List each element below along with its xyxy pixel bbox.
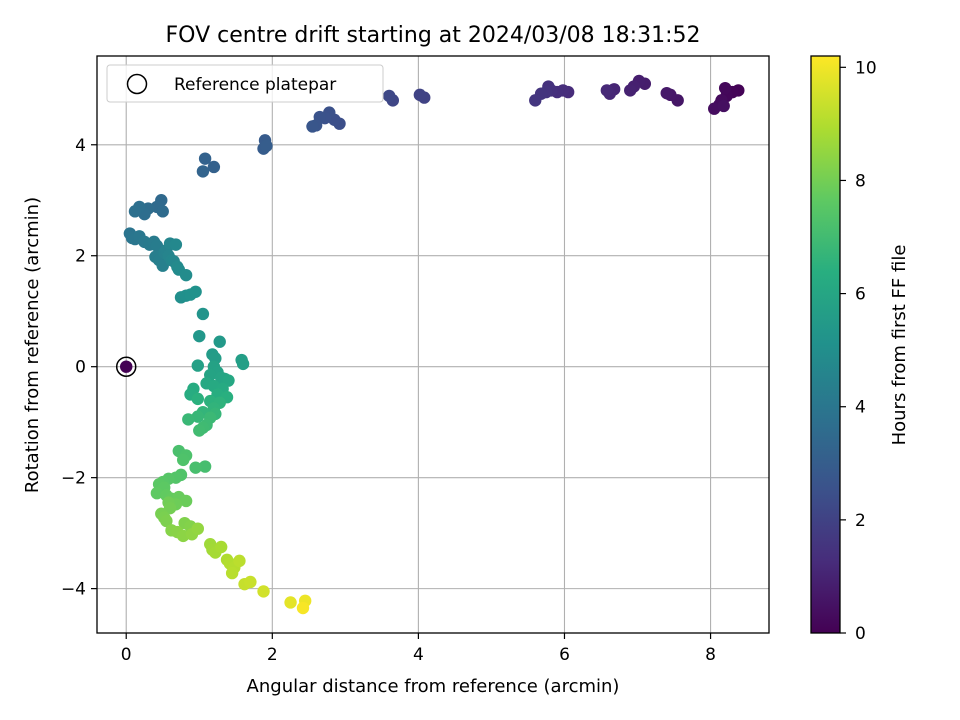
data-point xyxy=(179,494,193,508)
colorbar-ticks: 0 2 4 6 8 10 xyxy=(840,58,877,644)
data-point xyxy=(236,357,250,371)
x-tick-label: 6 xyxy=(559,645,570,665)
data-point xyxy=(193,424,206,437)
data-point xyxy=(198,460,212,473)
colorbar: 0 2 4 6 8 10 Hours from first FF file xyxy=(810,55,910,644)
data-point xyxy=(196,307,210,321)
data-point xyxy=(196,165,210,178)
data-point xyxy=(529,94,542,107)
data-point xyxy=(257,585,270,598)
x-axis-label: Angular distance from reference (arcmin) xyxy=(247,676,620,697)
data-point xyxy=(260,139,273,153)
y-tick-label: 0 xyxy=(75,358,86,378)
legend-box xyxy=(106,64,384,103)
data-point xyxy=(191,392,204,406)
data-point xyxy=(708,102,721,115)
data-point xyxy=(150,486,164,500)
colorbar-tick-label: 0 xyxy=(855,624,866,644)
data-point xyxy=(233,554,246,568)
data-point xyxy=(169,238,183,251)
data-point xyxy=(179,268,193,282)
data-point xyxy=(193,329,206,343)
data-point xyxy=(600,84,614,97)
data-point xyxy=(120,360,133,373)
legend-marker-icon xyxy=(126,73,148,95)
data-points xyxy=(115,74,745,615)
data-point xyxy=(413,88,427,102)
y-tick-label: 2 xyxy=(75,247,86,267)
data-point xyxy=(198,152,212,165)
colorbar-tick-label: 6 xyxy=(855,285,866,305)
colorbar-tick-label: 4 xyxy=(855,398,866,418)
data-point xyxy=(176,453,190,467)
y-tick-label: 4 xyxy=(75,136,86,156)
chart-title: FOV centre drift starting at 2024/03/08 … xyxy=(166,23,701,48)
data-point xyxy=(189,285,202,298)
colorbar-tick-label: 2 xyxy=(855,511,866,531)
grid-lines xyxy=(97,56,769,633)
data-point xyxy=(214,540,228,554)
data-point xyxy=(156,205,169,218)
legend: Reference platepar xyxy=(106,64,384,103)
data-point xyxy=(213,335,226,348)
data-point xyxy=(225,566,239,580)
y-tick-label: −4 xyxy=(61,580,86,600)
x-axis-ticks: 0 2 4 6 8 xyxy=(121,633,716,665)
data-point xyxy=(207,160,221,174)
data-point xyxy=(284,596,297,609)
colorbar-gradient xyxy=(810,55,841,634)
x-tick-label: 0 xyxy=(121,645,132,665)
data-point xyxy=(244,575,257,589)
data-point xyxy=(382,89,396,103)
data-point xyxy=(191,522,204,535)
data-point xyxy=(191,410,204,423)
data-point xyxy=(128,205,142,218)
plot-frame xyxy=(96,55,770,634)
data-point xyxy=(660,86,673,100)
data-point xyxy=(182,413,195,426)
y-axis-ticks: −4 −2 0 2 4 xyxy=(61,136,97,600)
y-tick-label: −2 xyxy=(61,469,86,489)
x-tick-label: 4 xyxy=(413,645,424,665)
data-point xyxy=(160,514,173,528)
data-point xyxy=(717,99,730,113)
data-point xyxy=(191,359,204,372)
data-point xyxy=(718,81,732,95)
data-point xyxy=(296,601,310,615)
colorbar-tick-label: 8 xyxy=(855,171,866,191)
x-tick-label: 8 xyxy=(705,645,716,665)
reference-point-marker xyxy=(115,356,137,377)
x-tick-label: 2 xyxy=(267,645,278,665)
legend-label: Reference platepar xyxy=(174,75,336,95)
colorbar-tick-label: 10 xyxy=(855,58,877,78)
data-point xyxy=(306,120,319,133)
data-point xyxy=(189,461,202,474)
colorbar-label: Hours from first FF file xyxy=(889,245,910,446)
data-point xyxy=(624,84,637,97)
y-axis-label: Rotation from reference (arcmin) xyxy=(22,197,43,493)
